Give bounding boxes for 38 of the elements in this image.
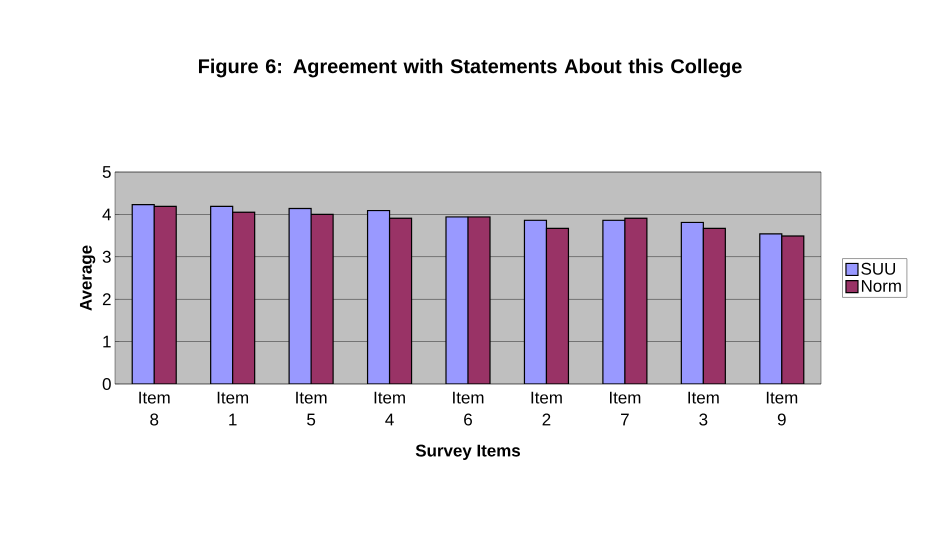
x-tick-label: Item 4 (374, 392, 405, 426)
x-tick-label: Item 7 (610, 392, 640, 426)
legend-label: SUU (861, 262, 896, 275)
y-axis-title: Average (80, 245, 96, 311)
bar (288, 208, 312, 384)
bar (366, 210, 390, 384)
y-tick-label: 1 (103, 336, 111, 348)
bar (524, 220, 548, 384)
y-tick-label: 0 (102, 378, 111, 390)
bar (232, 212, 256, 384)
x-tick-label: Item 3 (688, 392, 719, 426)
x-tick-label: Item 2 (532, 392, 562, 426)
bar (546, 228, 570, 384)
y-tick-label: 2 (102, 293, 111, 306)
bar (388, 218, 412, 384)
x-tick-label: Item 6 (453, 392, 484, 426)
y-tick-label: 4 (102, 208, 111, 220)
chart-title: Figure 6: Agreement with Statements About this College (198, 58, 742, 78)
bar (680, 222, 704, 384)
y-tick-label: 3 (102, 250, 111, 263)
bar (210, 206, 234, 384)
x-tick-label: Item 1 (218, 392, 248, 426)
x-tick-label: Item 8 (139, 392, 170, 426)
y-tick-label: 5 (102, 166, 111, 178)
bar (624, 218, 648, 384)
x-tick-label: Item 9 (766, 392, 798, 426)
bar (132, 204, 155, 384)
bar (702, 228, 726, 384)
bar (781, 235, 804, 384)
x-tick-label: Item 5 (296, 392, 326, 426)
bar (759, 233, 782, 384)
bar (467, 216, 491, 384)
bar (154, 206, 177, 384)
x-axis-title: Survey Items (416, 444, 520, 460)
legend-label: Norm (862, 280, 901, 292)
bar (310, 214, 334, 384)
bar (602, 220, 626, 384)
bar (445, 216, 469, 384)
